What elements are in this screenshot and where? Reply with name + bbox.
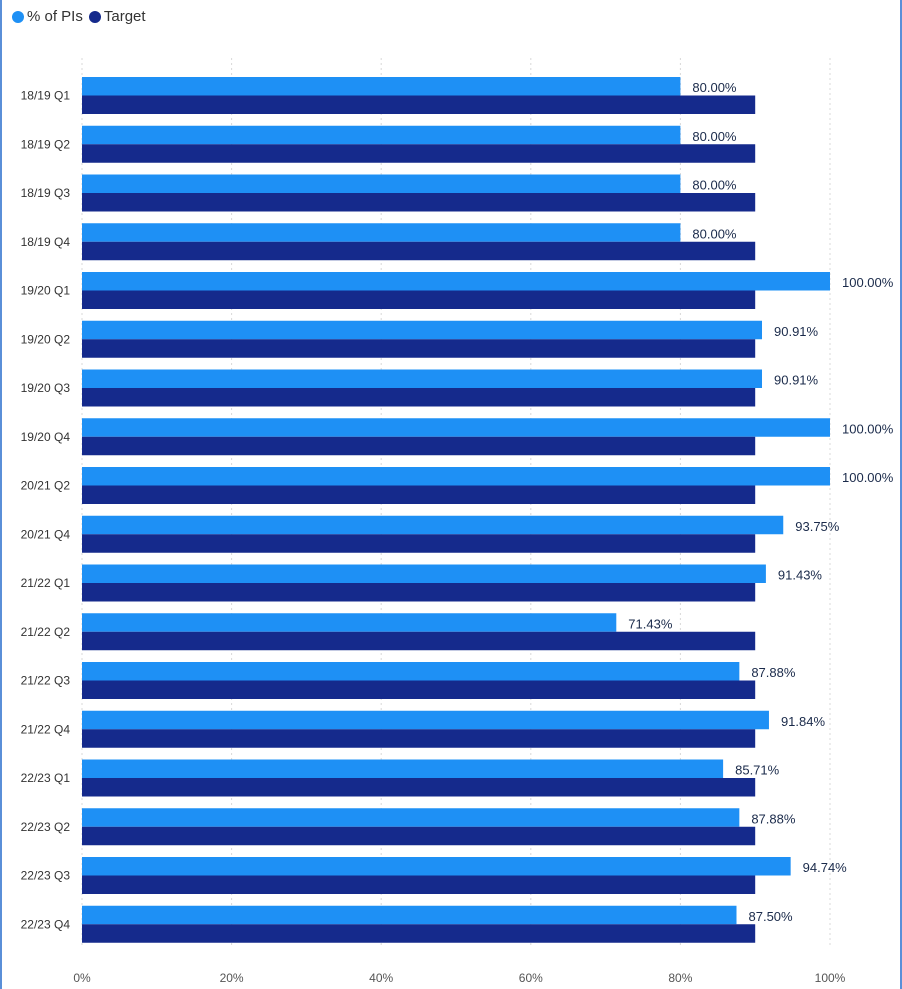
data-label: 87.50% (749, 909, 794, 924)
bar-target[interactable] (82, 144, 756, 163)
bar-target[interactable] (82, 534, 756, 553)
data-label: 91.84% (781, 714, 826, 729)
category-label: 22/23 Q3 (21, 869, 71, 883)
legend-dot-target (88, 10, 101, 23)
bar-target[interactable] (82, 729, 756, 748)
legend: % of PIs Target (12, 8, 146, 25)
legend-item-primary[interactable]: % of PIs (12, 8, 83, 25)
x-tick-label: 80% (668, 971, 692, 985)
data-label: 87.88% (751, 811, 796, 826)
bar-target[interactable] (82, 875, 756, 895)
data-label: 94.74% (803, 860, 848, 875)
category-label: 18/19 Q1 (21, 89, 71, 103)
bar-pct-pis[interactable] (82, 369, 763, 389)
bar-target[interactable] (82, 680, 756, 700)
bar-pct-pis[interactable] (82, 710, 769, 730)
bar-pct-pis[interactable] (82, 662, 740, 681)
data-label: 71.43% (628, 616, 673, 631)
bar-target[interactable] (82, 290, 756, 310)
category-label: 18/19 Q3 (21, 186, 71, 200)
bar-pct-pis[interactable] (82, 857, 791, 876)
category-label: 22/23 Q4 (21, 917, 71, 931)
bar-pct-pis[interactable] (82, 613, 617, 632)
data-label: 100.00% (842, 470, 894, 485)
category-label: 18/19 Q4 (21, 235, 71, 249)
data-label: 100.00% (842, 275, 894, 290)
data-label: 90.91% (774, 324, 819, 339)
bar-target[interactable] (82, 583, 756, 602)
bar-pct-pis[interactable] (82, 174, 681, 194)
category-label: 19/20 Q3 (21, 381, 71, 395)
x-tick-label: 0% (73, 971, 91, 985)
data-label: 80.00% (692, 178, 737, 193)
bar-target[interactable] (82, 826, 756, 846)
category-label: 19/20 Q2 (21, 332, 71, 346)
data-label: 80.00% (692, 226, 737, 241)
legend-item-target[interactable]: Target (88, 8, 146, 25)
bar-target[interactable] (82, 95, 756, 115)
bar-pct-pis[interactable] (82, 77, 681, 96)
data-label: 85.71% (735, 763, 780, 778)
bar-target[interactable] (82, 388, 756, 407)
category-label: 18/19 Q2 (21, 137, 71, 151)
x-tick-label: 40% (369, 971, 393, 985)
category-label: 21/22 Q2 (21, 625, 71, 639)
legend-dot-primary (12, 10, 24, 23)
data-label: 80.00% (692, 80, 737, 95)
bar-target[interactable] (82, 485, 756, 505)
bar-pct-pis[interactable] (82, 320, 763, 340)
category-label: 22/23 Q1 (21, 771, 71, 785)
bar-pct-pis[interactable] (82, 808, 740, 827)
x-tick-label: 100% (815, 971, 846, 985)
data-label: 80.00% (692, 129, 737, 144)
bar-pct-pis[interactable] (82, 564, 766, 584)
data-label: 93.75% (795, 519, 840, 534)
bar-pct-pis[interactable] (82, 125, 681, 145)
category-label: 20/21 Q4 (21, 527, 71, 541)
bar-target[interactable] (82, 778, 756, 797)
bar-target[interactable] (82, 339, 756, 358)
category-label: 19/20 Q1 (21, 284, 71, 298)
bar-pct-pis[interactable] (82, 272, 830, 291)
data-label: 91.43% (778, 568, 823, 583)
x-tick-label: 60% (519, 971, 543, 985)
bar-target[interactable] (82, 631, 756, 651)
category-label: 22/23 Q2 (21, 820, 71, 834)
bar-pct-pis[interactable] (82, 223, 681, 242)
data-label: 87.88% (751, 665, 796, 680)
bar-pct-pis[interactable] (82, 905, 737, 925)
category-label: 21/22 Q1 (21, 576, 71, 590)
category-label: 21/22 Q4 (21, 722, 71, 736)
bar-pct-pis[interactable] (82, 418, 830, 437)
bar-pct-pis[interactable] (82, 467, 830, 486)
bar-pct-pis[interactable] (82, 515, 784, 535)
bar-target[interactable] (82, 241, 756, 261)
data-label: 90.91% (774, 373, 819, 388)
bar-target[interactable] (82, 193, 756, 212)
legend-label-primary: % of PIs (27, 8, 83, 25)
category-label: 21/22 Q3 (21, 674, 71, 688)
bar-target[interactable] (82, 436, 756, 456)
bar-pct-pis[interactable] (82, 759, 724, 779)
category-label: 20/21 Q2 (21, 479, 71, 493)
data-label: 100.00% (842, 421, 894, 436)
x-tick-label: 20% (220, 971, 244, 985)
bar-target[interactable] (82, 924, 756, 943)
legend-label-target: Target (103, 8, 146, 25)
category-label: 19/20 Q4 (21, 430, 71, 444)
